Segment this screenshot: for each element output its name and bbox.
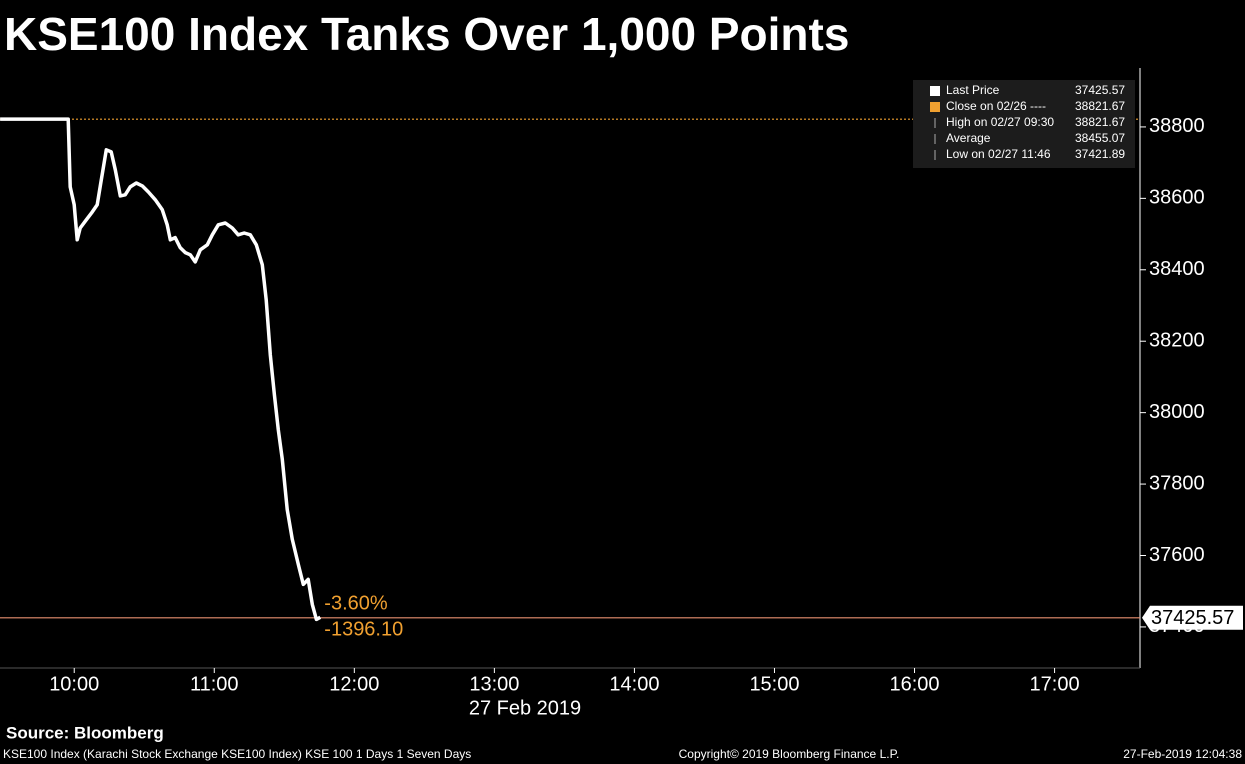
price-line: [0, 117, 322, 622]
y-tick-label: 38400: [1149, 258, 1205, 280]
footer-right: 27-Feb-2019 12:04:38: [1123, 747, 1242, 761]
legend-swatch: [930, 102, 940, 112]
legend-value: 37425.57: [1075, 83, 1125, 97]
x-tick-label: 16:00: [889, 673, 939, 695]
y-tick-label: 38000: [1149, 401, 1205, 423]
legend-value: 37421.89: [1075, 147, 1125, 161]
x-tick-label: 14:00: [609, 673, 659, 695]
x-tick-label: 12:00: [329, 673, 379, 695]
x-tick-label: 17:00: [1030, 673, 1080, 695]
footer-left: KSE100 Index (Karachi Stock Exchange KSE…: [3, 747, 471, 761]
y-tick-label: 38600: [1149, 187, 1205, 209]
legend-swatch: [930, 86, 940, 96]
legend-value: 38821.67: [1075, 115, 1125, 129]
annotation: -3.60%: [324, 593, 388, 615]
source: Source: Bloomberg: [6, 723, 164, 742]
x-tick-label: 13:00: [469, 673, 519, 695]
y-tick-label: 37800: [1149, 472, 1205, 494]
x-tick-label: 15:00: [749, 673, 799, 695]
x-axis-label: 27 Feb 2019: [469, 697, 581, 719]
footer-center: Copyright© 2019 Bloomberg Finance L.P.: [679, 747, 900, 761]
price-tag: [1142, 605, 1243, 630]
x-tick-label: 11:00: [190, 673, 239, 695]
y-tick-label: 38800: [1149, 115, 1205, 137]
legend-box: [913, 80, 1135, 168]
legend-label: Close on 02/26 ----: [946, 99, 1046, 113]
price-tag-label: 37425.57: [1151, 607, 1234, 629]
annotation: -1396.10: [324, 619, 403, 641]
x-tick-label: 10:00: [49, 673, 99, 695]
y-tick-label: 37600: [1149, 544, 1205, 566]
legend-label: High on 02/27 09:30: [946, 115, 1054, 129]
legend-label: Average: [946, 131, 991, 145]
y-tick-label: 38200: [1149, 329, 1205, 351]
legend-label: Low on 02/27 11:46: [946, 147, 1051, 161]
chart-title: KSE100 Index Tanks Over 1,000 Points: [4, 8, 849, 60]
legend-value: 38455.07: [1075, 131, 1125, 145]
legend-label: Last Price: [946, 83, 1000, 97]
legend-value: 38821.67: [1075, 99, 1125, 113]
